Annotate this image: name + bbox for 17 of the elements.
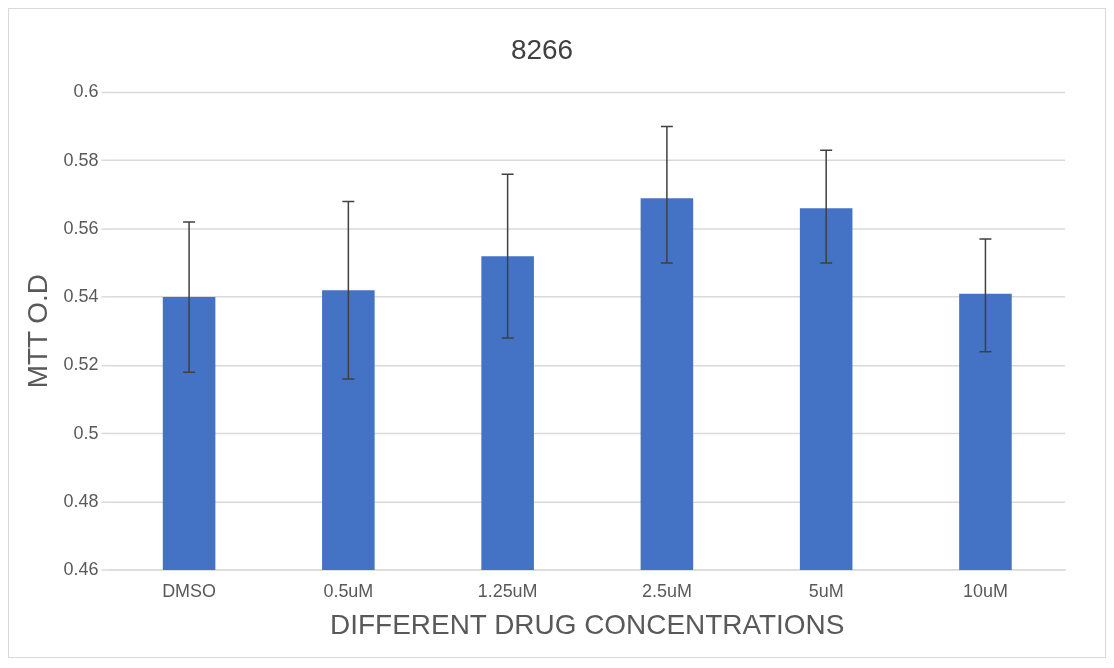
y-tick-label: 0.56 [63,217,99,238]
x-tick-label: 2.5uM [641,580,692,601]
x-tick-label: DMSO [162,580,217,601]
y-tick-label: 0.48 [63,490,99,511]
x-tick-label: 1.25uM [477,580,538,601]
y-tick-label: 0.58 [63,149,99,170]
y-tick-label: 0.46 [63,559,99,580]
x-tick-label: 0.5uM [323,580,374,601]
y-tick-label: 0.54 [63,286,99,307]
y-tick-label: 0.52 [63,354,99,375]
x-tick-label: 10uM [962,580,1008,601]
x-axis-title: DIFFERENT DRUG CONCENTRATIONS [330,609,845,640]
y-tick-label: 0.6 [73,81,99,102]
y-axis-title: MTT O.D [22,274,54,389]
chart-title: 8266 [510,34,574,66]
x-tick-label: 5uM [808,580,844,601]
y-tick-label: 0.5 [73,422,99,443]
